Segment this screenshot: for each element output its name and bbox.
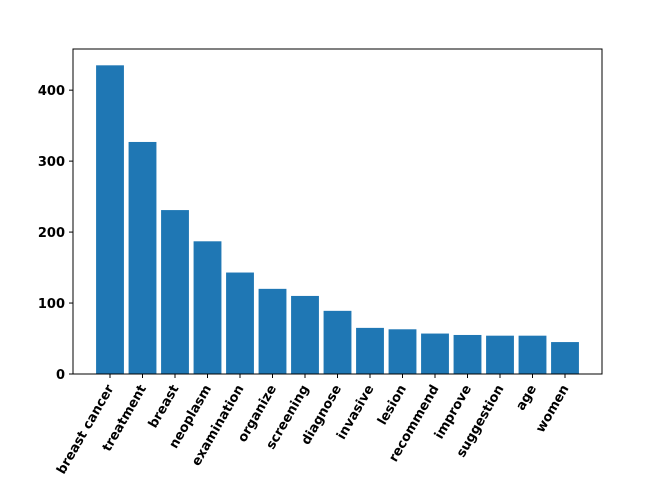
bar-treatment [128,141,157,374]
bar-organize [258,288,287,374]
y-tick-label: 0 [56,368,65,383]
y-tick-label: 200 [38,226,65,241]
y-tick-label: 300 [38,155,65,170]
x-axis-ticks: breast cancertreatmentbreastneoplasmexam… [54,374,572,477]
x-tick-label: lesion [375,383,410,428]
bar-invasive [356,327,384,374]
bar-neoplasm [193,241,222,374]
bar-improve [453,334,482,374]
bar-diagnose [323,310,352,374]
bar-screening [291,295,319,374]
bar-suggestion [486,335,514,374]
y-axis-ticks: 0 100 200 300 400 [38,84,73,383]
x-tick-label: breast [146,383,183,431]
bar-lesion [388,329,417,374]
y-tick-label: 100 [38,297,65,312]
bar-women [551,342,579,374]
bar-breast-cancer [96,65,124,374]
bar-examination [226,272,254,374]
bar-recommend [421,333,449,374]
x-tick-label: breast cancer [54,382,118,477]
bar-age [518,335,547,374]
bar-breast [161,210,189,374]
bars-group [96,65,579,374]
y-tick-label: 400 [38,84,65,99]
plot-frame [72,48,603,375]
x-tick-label: age [514,382,541,413]
